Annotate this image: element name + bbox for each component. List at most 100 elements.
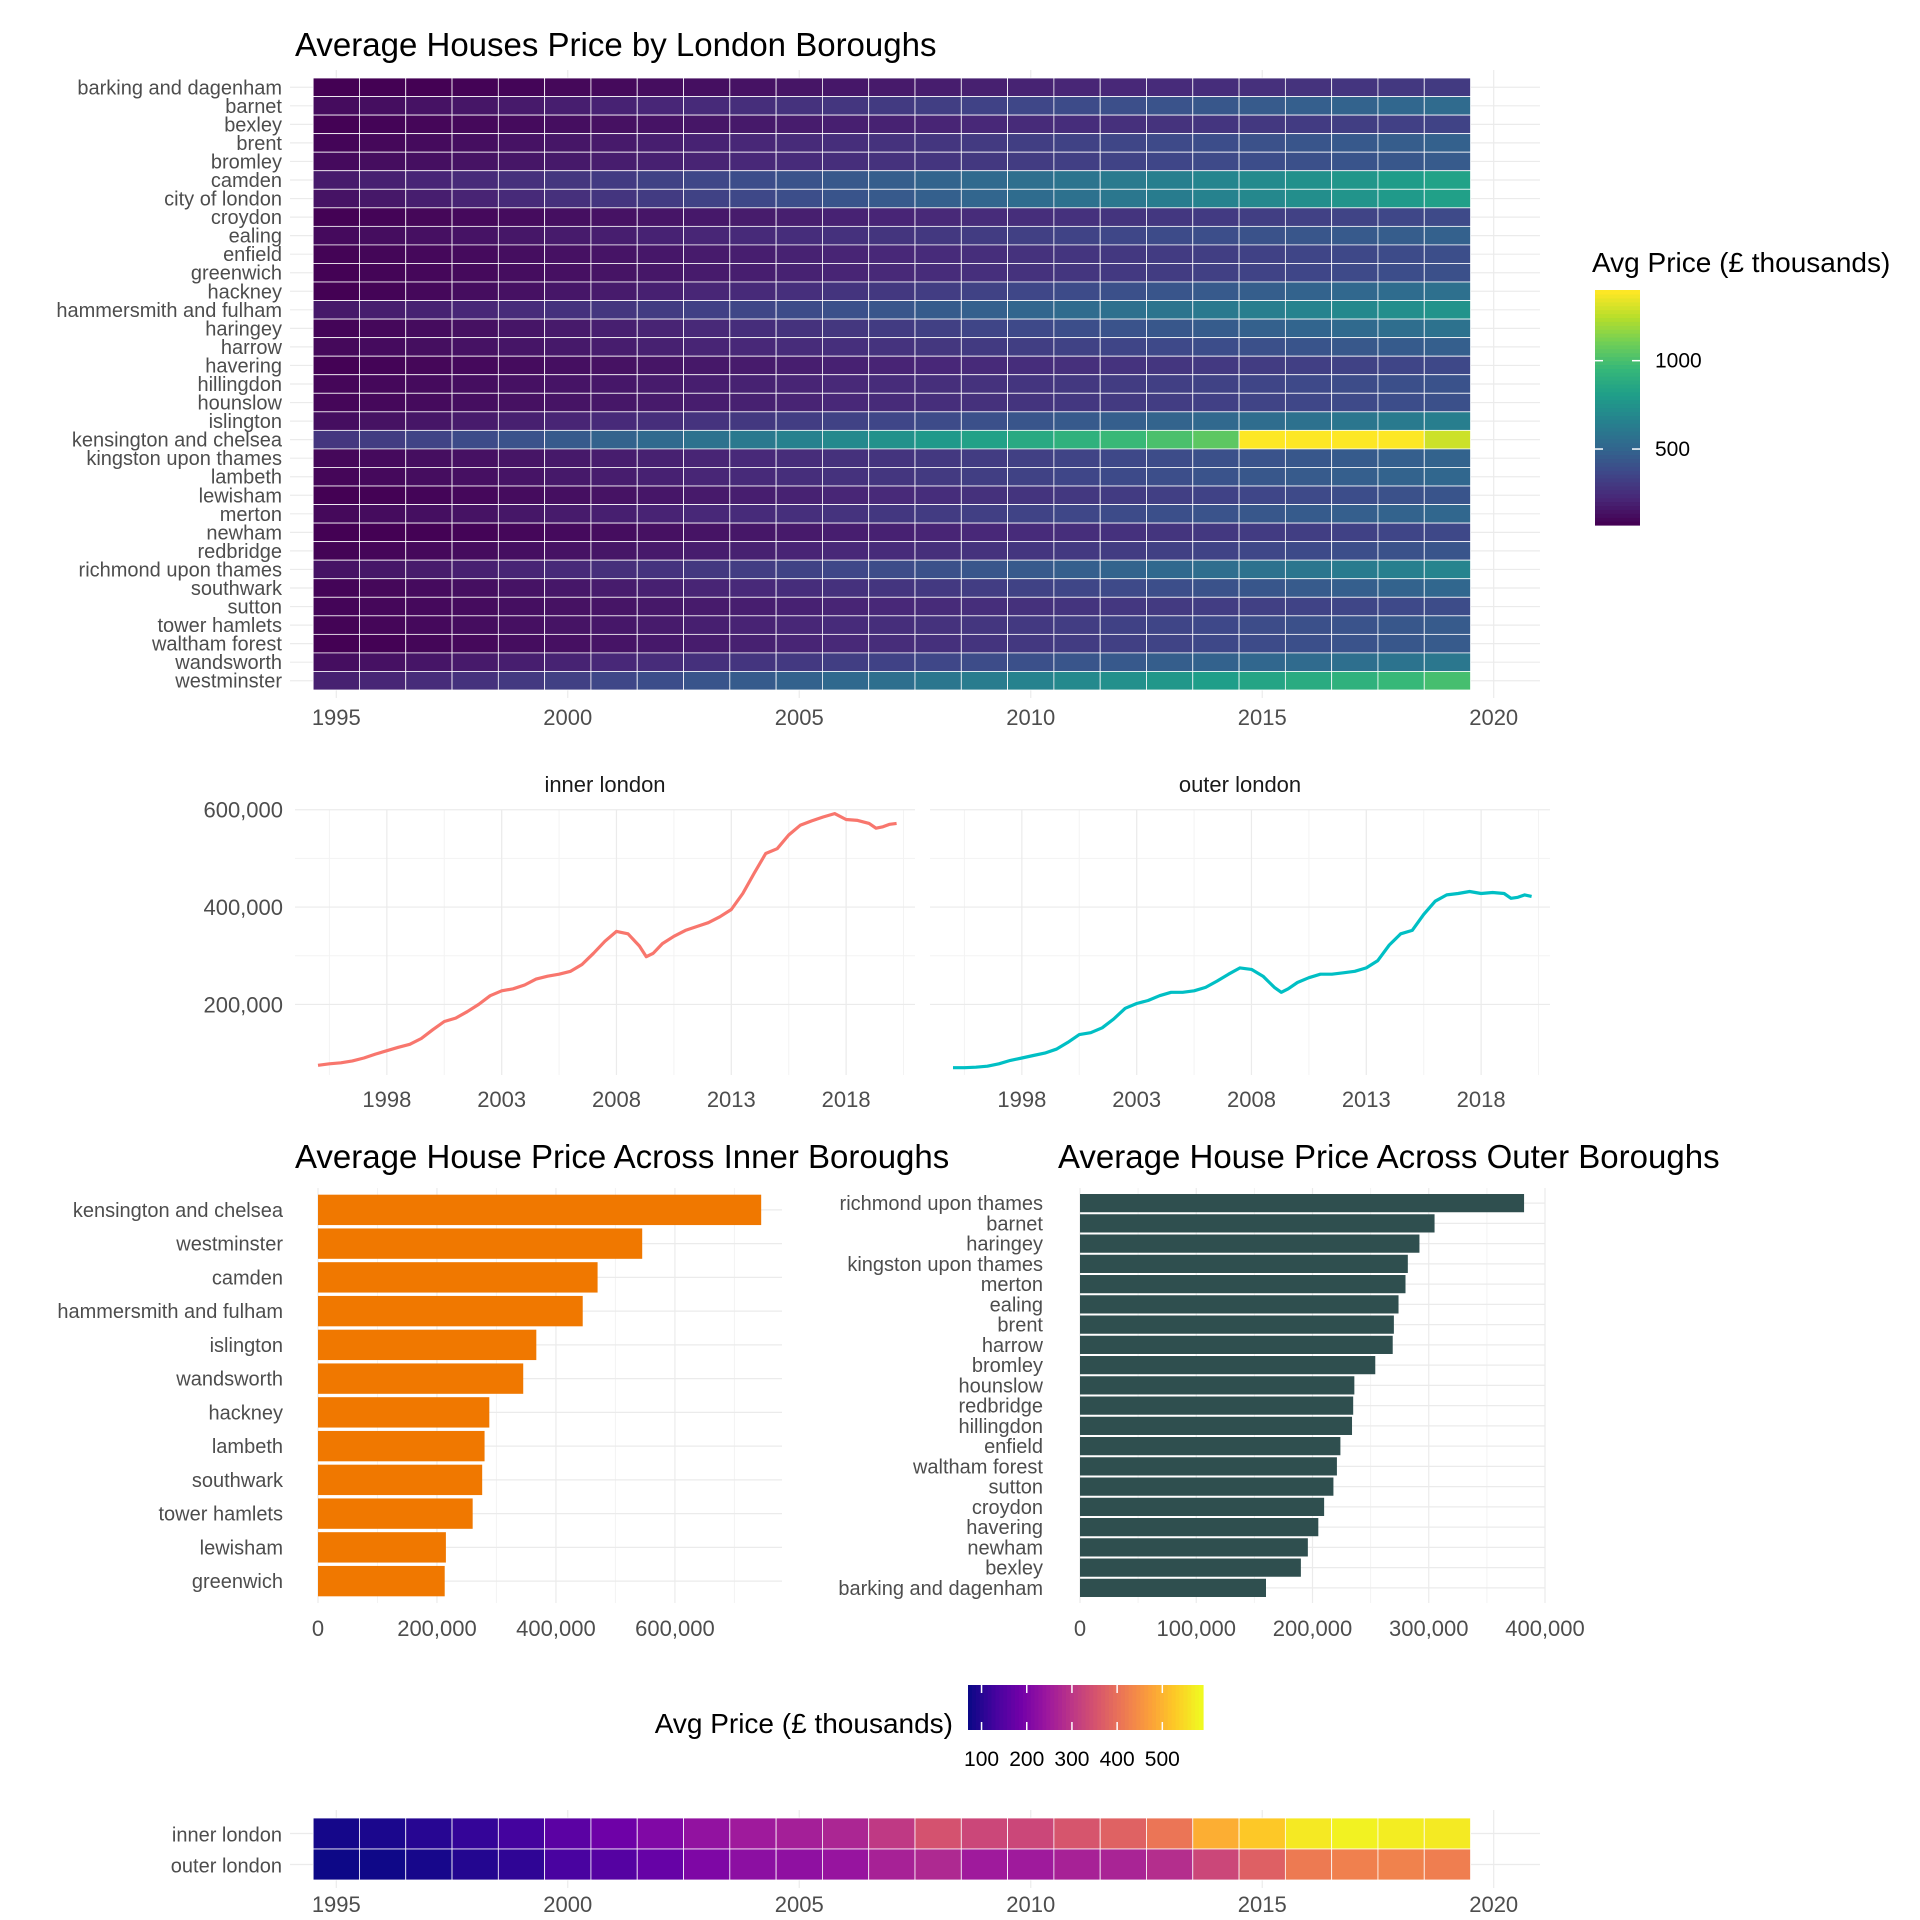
heatmap-tile <box>1192 522 1240 543</box>
heatmap-tile <box>1192 392 1240 413</box>
heatmap-tile <box>683 133 731 153</box>
heatmap-row-label: bexley <box>224 114 282 136</box>
heatmap-tile <box>822 392 870 413</box>
heatmap-tile <box>1331 652 1379 672</box>
region-heatmap-tile <box>1331 1817 1379 1850</box>
line-x-tick: 1998 <box>997 1087 1046 1112</box>
heatmap-tile <box>1099 671 1147 691</box>
heatmap-tile <box>960 225 1008 246</box>
heatmap-tile <box>1192 188 1240 209</box>
heatmap-tile <box>636 244 684 264</box>
heatmap-tile <box>1099 170 1147 190</box>
region-x-tick: 1995 <box>312 1892 361 1917</box>
heatmap-tile <box>1331 281 1379 301</box>
heatmap-title: Average Houses Price by London Boroughs <box>295 26 936 63</box>
heatmap-tile <box>1007 615 1055 635</box>
heatmap-tile <box>590 615 638 635</box>
heatmap-tile <box>1284 374 1333 394</box>
region-heatmap-tile <box>1284 1848 1333 1881</box>
heatmap-tile <box>868 337 916 357</box>
heatmap-tile <box>1192 300 1240 320</box>
heatmap-tile <box>822 467 870 487</box>
heatmap-tile <box>1192 467 1240 487</box>
outer-bar-chart-category-label: brent <box>997 1315 1043 1337</box>
heatmap-tile <box>636 541 684 561</box>
inner-bar-chart-bar <box>318 1430 485 1462</box>
heatmap-tile <box>497 355 546 376</box>
heatmap-tile <box>1238 225 1286 246</box>
heatmap-tile <box>405 596 453 617</box>
heatmap-row-label: richmond upon thames <box>79 559 282 581</box>
legend-swatch <box>1140 1685 1145 1730</box>
heatmap-tile <box>359 671 407 691</box>
heatmap-tile <box>822 133 870 153</box>
heatmap-tile <box>1007 522 1055 543</box>
heatmap-tile <box>1192 633 1240 654</box>
heatmap-tile <box>590 578 638 598</box>
region-heatmap-tile <box>1238 1848 1286 1881</box>
heatmap-tile <box>960 114 1008 135</box>
legend-swatch <box>1595 395 1640 401</box>
heatmap-tile <box>1146 467 1194 487</box>
heatmap-tile <box>729 541 777 561</box>
heatmap-tile <box>1284 263 1333 283</box>
heatmap-tile <box>544 559 592 580</box>
heatmap-tile <box>1007 77 1055 97</box>
outer-bar-chart-bar <box>1080 1437 1341 1456</box>
heatmap-tile <box>1146 355 1194 376</box>
legend-swatch <box>1073 1685 1079 1730</box>
heatmap-tile <box>775 467 823 487</box>
heatmap-tile <box>822 578 870 598</box>
legend-swatch <box>1050 1685 1055 1730</box>
heatmap-tile <box>405 522 453 543</box>
heatmap-tile <box>729 374 777 394</box>
heatmap-tile <box>312 652 360 672</box>
heatmap-tile <box>1331 133 1379 153</box>
heatmap-tile <box>544 244 592 264</box>
heatmap-tile <box>497 281 546 301</box>
heatmap-tile <box>960 318 1008 339</box>
heatmap-tile <box>312 448 360 468</box>
outer-bar-chart-bar <box>1080 1376 1355 1395</box>
line-x-tick: 2008 <box>1227 1087 1276 1112</box>
heatmap-tile <box>729 244 777 264</box>
heatmap-tile <box>590 77 638 97</box>
outer-bar-chart-bar <box>1080 1214 1435 1233</box>
heatmap-tile <box>683 300 731 320</box>
legend-swatch <box>1595 399 1640 405</box>
heatmap-tile <box>1099 151 1147 172</box>
heatmap-tile <box>1099 448 1147 468</box>
heatmap-tile <box>451 429 499 450</box>
heatmap-tile <box>359 615 407 635</box>
inner-bar-chart-category-label: westminster <box>175 1234 283 1256</box>
heatmap-tile <box>960 671 1008 691</box>
legend-swatch <box>1034 1685 1040 1730</box>
legend-swatch <box>1595 489 1640 495</box>
heatmap-tile <box>497 114 546 135</box>
heatmap-tile <box>312 615 360 635</box>
heatmap-tile <box>1053 467 1101 487</box>
line-y-tick: 400,000 <box>203 895 283 920</box>
heatmap-tile <box>1192 114 1240 135</box>
legend-swatch <box>1191 1685 1196 1730</box>
legend-swatch <box>1011 1685 1016 1730</box>
heatmap-tile <box>1146 133 1194 153</box>
heatmap-tile <box>405 559 453 580</box>
heatmap-tile <box>1423 170 1471 190</box>
outer-bar-chart-category-label: croydon <box>972 1497 1043 1519</box>
heatmap-tile <box>359 596 407 617</box>
heatmap-tile <box>729 133 777 153</box>
heatmap-tile <box>1192 244 1240 264</box>
legend-swatch <box>1595 478 1640 483</box>
heatmap-tile <box>1423 281 1471 301</box>
legend-swatch <box>983 1685 989 1730</box>
heatmap-tile <box>1099 374 1147 394</box>
heatmap-tile <box>1053 263 1101 283</box>
legend-swatch <box>1595 427 1640 432</box>
heatmap-tile <box>775 374 823 394</box>
heatmap-tile <box>544 504 592 524</box>
heatmap-tile <box>544 411 592 431</box>
legend-swatch <box>1132 1685 1138 1730</box>
legend-swatch <box>1595 380 1640 385</box>
heatmap-tile <box>1053 671 1101 691</box>
